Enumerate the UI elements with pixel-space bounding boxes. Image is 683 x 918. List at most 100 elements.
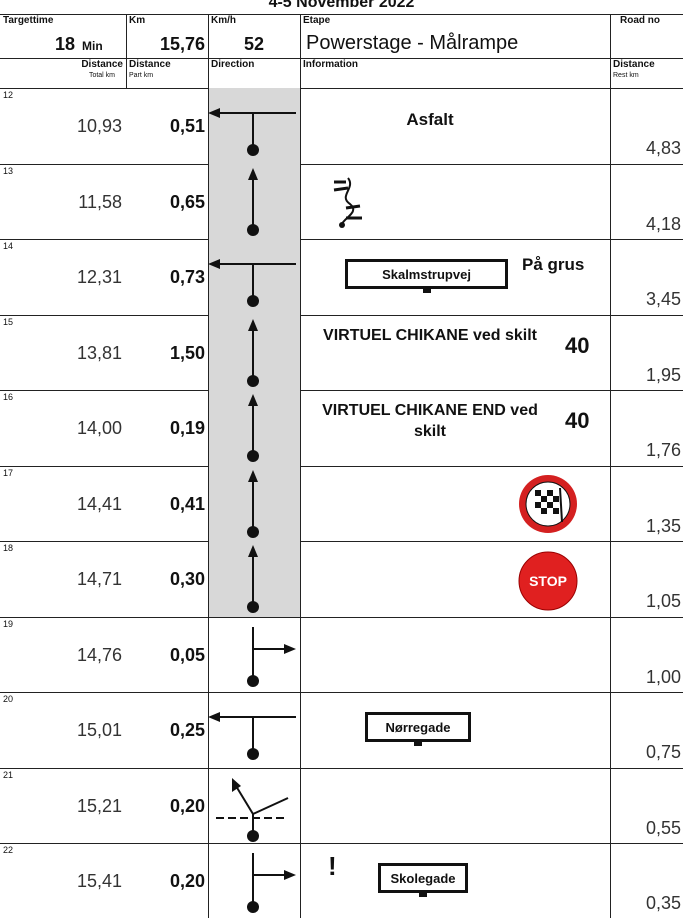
line	[300, 767, 301, 843]
line	[300, 88, 301, 164]
row-no: 22	[3, 845, 14, 855]
value: Powerstage - Målrampe	[306, 32, 519, 54]
note: Asfalt	[406, 110, 454, 129]
row-no: 17	[3, 467, 14, 478]
total: 11,58	[78, 191, 122, 212]
line	[0, 88, 683, 89]
line	[300, 465, 301, 541]
line	[208, 239, 209, 315]
line	[300, 163, 301, 239]
line	[208, 14, 209, 88]
total: 13,81	[76, 342, 122, 363]
value: 18	[55, 34, 76, 54]
rest: 3,45	[645, 289, 681, 309]
label: Km/h	[211, 15, 236, 26]
row-no: 14	[3, 241, 14, 251]
line	[208, 465, 209, 541]
total: 15,21	[76, 795, 122, 816]
line	[300, 390, 301, 466]
value: 15,76	[159, 34, 205, 54]
line	[300, 692, 301, 768]
street-sign: Nørregade	[365, 712, 471, 742]
line	[610, 843, 611, 918]
speed: 40	[565, 332, 590, 358]
line	[208, 88, 209, 164]
bumps-icon	[333, 176, 362, 228]
sign-tab	[414, 738, 422, 746]
line	[0, 616, 683, 618]
sub-label: Distance	[81, 59, 123, 70]
total: 14,71	[76, 569, 122, 589]
row-no: 12	[3, 90, 14, 100]
direction-icon	[247, 394, 259, 462]
row-no: 13	[3, 165, 14, 176]
note: VIRTUEL CHIKANE ved skilt	[323, 326, 537, 344]
speed: 40	[565, 408, 590, 433]
total: 14,76	[76, 644, 122, 665]
note: VIRTUEL CHIKANE END ved skilt	[322, 402, 538, 440]
sign-tab	[419, 889, 427, 897]
rest: 1,05	[645, 591, 681, 611]
label: Etape	[303, 15, 331, 26]
direction-icon	[247, 469, 259, 538]
total: 14,00	[76, 418, 122, 438]
line	[0, 239, 683, 240]
line	[208, 767, 209, 843]
row-no: 20	[3, 694, 14, 704]
line	[300, 541, 301, 617]
value: 52	[243, 34, 265, 54]
direction-icon	[247, 318, 259, 387]
line	[610, 88, 611, 164]
row-no: 18	[3, 543, 14, 553]
label: Km	[129, 15, 146, 26]
direction-icon	[247, 626, 296, 687]
line	[610, 692, 611, 768]
sub-unit: Rest km	[613, 72, 639, 79]
part: 0,65	[169, 191, 205, 212]
line	[0, 58, 683, 59]
line	[610, 314, 611, 390]
direction-icon	[208, 108, 296, 156]
label: Road no	[620, 15, 660, 26]
rest: 4,18	[645, 213, 681, 234]
row-no: 19	[3, 618, 14, 629]
line	[208, 692, 209, 768]
part: 0,30	[169, 569, 205, 589]
line	[208, 163, 209, 239]
sub-unit: Total km	[88, 72, 115, 79]
street-sign: Skalmstrupvej	[345, 259, 508, 289]
line	[610, 163, 611, 239]
rest: 1,35	[645, 515, 681, 536]
street-sign: Skolegade	[378, 863, 468, 893]
sub-label: Direction	[211, 59, 255, 70]
part: 0,20	[169, 871, 205, 891]
line	[300, 843, 301, 918]
rest: 1,00	[645, 666, 681, 687]
line	[0, 163, 683, 165]
line	[610, 541, 611, 617]
part: 0,19	[169, 418, 205, 438]
line	[0, 465, 683, 467]
rest: 0,55	[645, 817, 681, 838]
direction-icon	[216, 777, 289, 842]
total: 14,41	[76, 493, 122, 514]
alert: !	[328, 851, 337, 881]
part: 1,50	[169, 342, 205, 363]
line	[610, 465, 611, 541]
label: Targettime	[3, 15, 54, 26]
part: 0,20	[169, 795, 205, 816]
title: 4-5 November 2022	[268, 0, 415, 11]
line	[610, 239, 611, 315]
sub-label: Distance	[613, 59, 655, 70]
direction-icon	[247, 853, 296, 913]
total: 15,01	[76, 720, 122, 740]
line	[0, 14, 683, 15]
line	[610, 14, 611, 88]
sign-tab	[422, 285, 431, 293]
row-no: 15	[3, 316, 14, 327]
part: 0,41	[169, 493, 205, 514]
line	[208, 390, 209, 466]
rest: 0,75	[645, 742, 681, 762]
line	[208, 314, 209, 390]
